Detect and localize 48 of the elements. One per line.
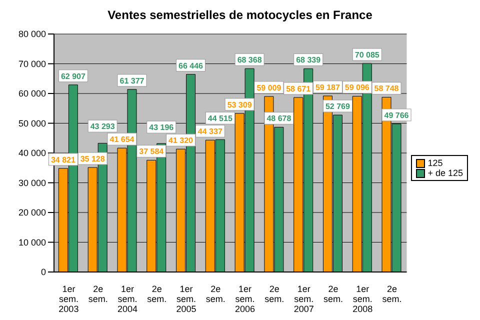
y-tick-label: 70 000 (18, 58, 46, 69)
legend-label: 125 (428, 158, 443, 168)
x-tick-label: 1er sem. 2006 (235, 284, 256, 314)
x-tick-label: 1er sem. 2004 (117, 284, 138, 314)
x-tick-label: 1er sem. 2005 (176, 284, 196, 314)
data-label: 48 678 (266, 114, 292, 124)
data-label: 70 085 (354, 50, 380, 60)
x-tick-label: 2e sem. (382, 284, 402, 304)
y-tick-label: 10 000 (18, 237, 46, 248)
data-label: 37 584 (139, 147, 164, 156)
legend-label: + de 125 (428, 168, 463, 178)
y-tick-label: 50 000 (18, 118, 46, 128)
x-tick-label: 1er sem. 2008 (352, 284, 373, 314)
x-tick-label: 1er sem. 2007 (294, 284, 314, 314)
y-tick-label: 60 000 (18, 88, 46, 99)
data-label: 53 309 (227, 100, 252, 110)
x-tick-label: 2e sem. (323, 284, 343, 304)
data-label: 35 128 (80, 154, 106, 164)
y-tick-label: 40 000 (18, 148, 46, 158)
data-label: 58 748 (374, 84, 400, 94)
x-tick-label: 2e sem. (88, 284, 108, 304)
chart-title: Ventes semestrielles de motocycles en France (106, 8, 374, 24)
data-label: 59 009 (256, 83, 282, 92)
data-label: 66 446 (178, 61, 204, 70)
data-label: 68 368 (237, 56, 262, 65)
data-label: 44 337 (198, 127, 223, 136)
data-label: 68 339 (296, 56, 322, 65)
data-label: 44 515 (208, 114, 233, 124)
data-label: 43 293 (90, 122, 116, 132)
x-tick-label: 1er sem. 2003 (58, 284, 79, 314)
data-label: 59 096 (344, 83, 370, 92)
data-label: 59 187 (315, 82, 341, 92)
data-label: 41 320 (168, 136, 194, 146)
y-tick-label: 20 000 (18, 208, 46, 218)
data-label: 34 821 (50, 155, 76, 164)
x-tick-label: 2e sem. (264, 284, 284, 304)
y-tick-label: 80 000 (18, 29, 46, 40)
y-tick-label: 0 (40, 267, 46, 278)
data-label: 52 769 (325, 102, 351, 112)
data-label: 62 907 (60, 72, 86, 81)
data-label: 43 196 (149, 123, 174, 132)
data-label: 61 377 (120, 76, 145, 86)
y-tick-label: 30 000 (18, 178, 46, 188)
x-tick-label: 2e sem. (147, 284, 167, 304)
data-label: 41 654 (110, 135, 135, 144)
data-label: 49 766 (384, 110, 410, 120)
x-tick-label: 2e sem. (206, 284, 226, 304)
data-label: 58 671 (286, 84, 312, 94)
